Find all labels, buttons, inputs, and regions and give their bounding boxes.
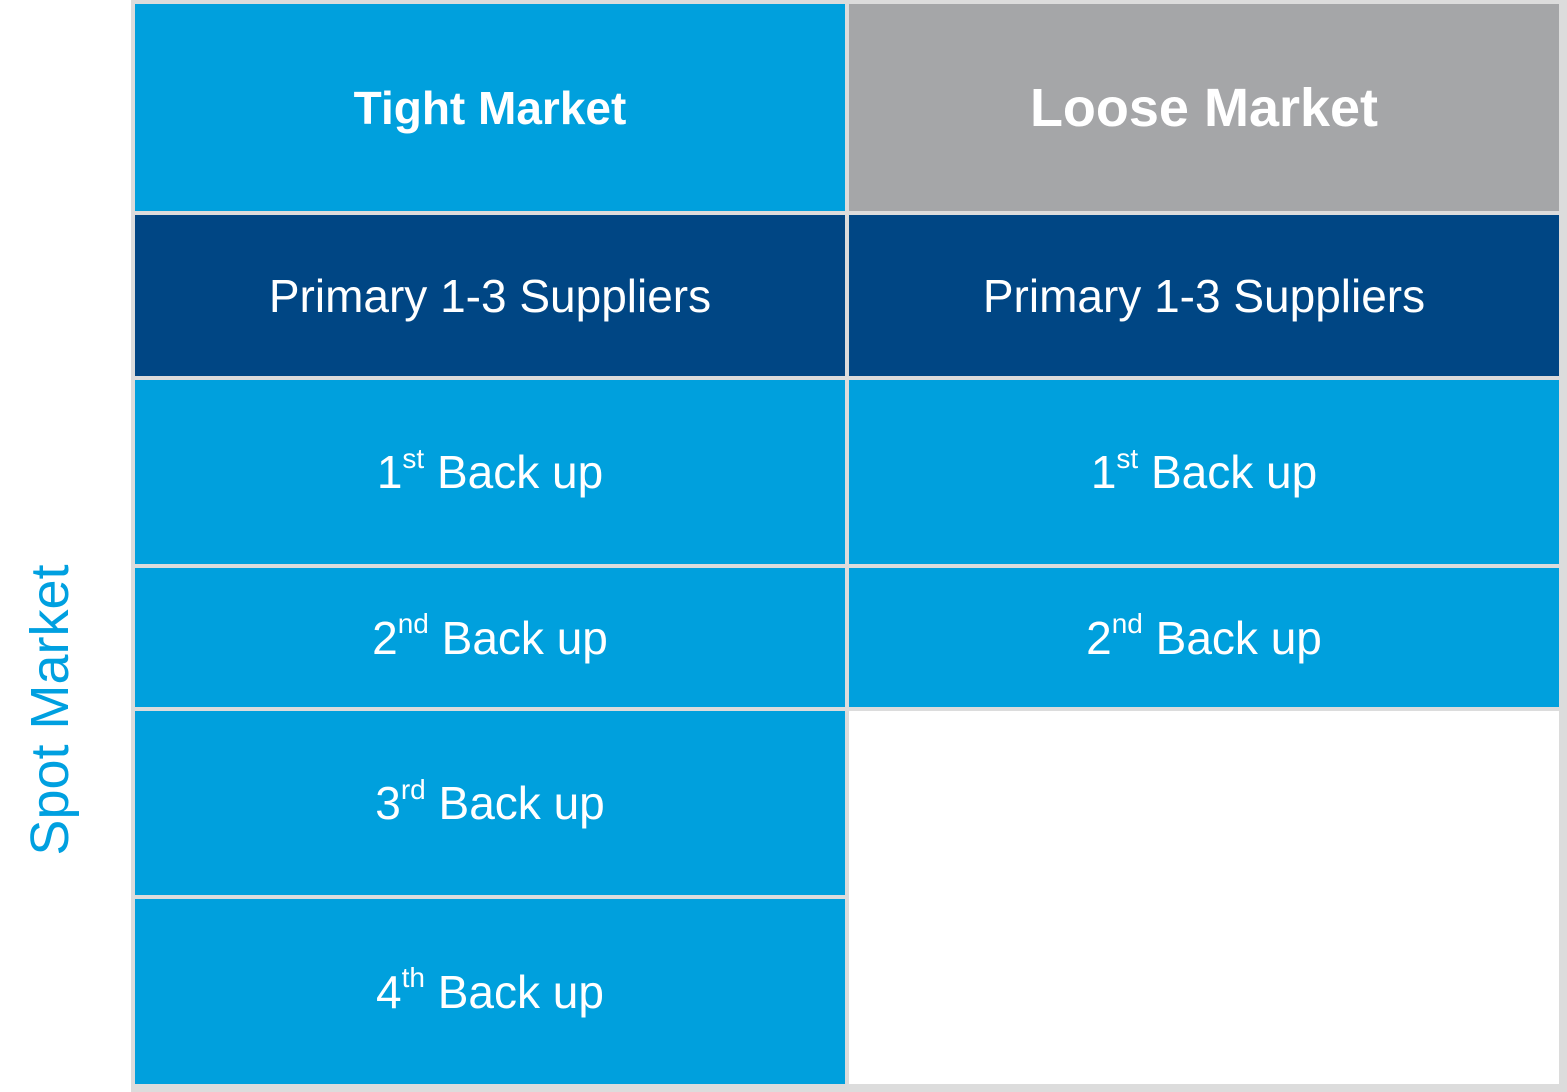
loose-backup-1: 1st Back up <box>849 380 1559 564</box>
tight-primary-suppliers: Primary 1-3 Suppliers <box>135 215 845 376</box>
loose-market-header-label: Loose Market <box>1029 77 1379 138</box>
tight-primary-label: Primary 1-3 Suppliers <box>268 269 712 322</box>
loose-backup-1-label: 1st Back up <box>1090 442 1318 498</box>
loose-primary-suppliers: Primary 1-3 Suppliers <box>849 215 1559 376</box>
tight-backup-2-label: 2nd Back up <box>372 608 608 664</box>
tight-backup-3-label: 3rd Back up <box>375 773 605 829</box>
tight-market-header: Tight Market <box>135 4 845 211</box>
tight-backup-3: 3rd Back up <box>135 711 845 895</box>
tight-market-header-label: Tight Market <box>353 81 627 134</box>
tight-backup-4: 4th Back up <box>135 899 845 1084</box>
tight-backup-4-label: 4th Back up <box>376 962 604 1018</box>
loose-market-header: Loose Market <box>849 4 1559 211</box>
loose-backup-2-label: 2nd Back up <box>1086 608 1322 664</box>
tight-backup-2: 2nd Back up <box>135 568 845 707</box>
tight-backup-1: 1st Back up <box>135 380 845 564</box>
loose-primary-label: Primary 1-3 Suppliers <box>982 269 1426 322</box>
loose-backup-2: 2nd Back up <box>849 568 1559 707</box>
loose-empty-area <box>849 711 1559 1084</box>
tight-backup-1-label: 1st Back up <box>376 442 604 498</box>
spot-market-label: Spot Market <box>20 564 80 856</box>
